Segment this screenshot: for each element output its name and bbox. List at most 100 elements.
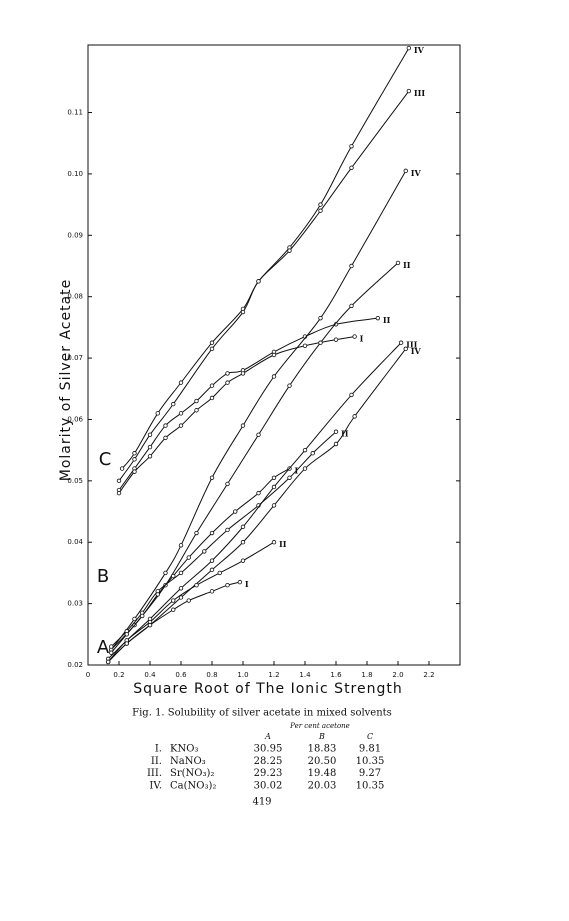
point <box>132 451 137 456</box>
point <box>132 469 137 474</box>
point <box>178 595 184 600</box>
point <box>116 490 122 496</box>
point <box>352 414 357 419</box>
y-tick-label: 0.10 <box>67 170 83 178</box>
point <box>240 524 246 530</box>
point <box>178 543 184 548</box>
curve-label: I <box>295 466 299 476</box>
point <box>333 429 339 434</box>
point <box>163 570 168 576</box>
point <box>318 202 323 207</box>
y-tick-label: 0.03 <box>67 600 83 608</box>
point <box>155 411 160 416</box>
table-cell: 9.81 <box>359 744 381 755</box>
point <box>318 208 323 213</box>
point <box>209 383 215 388</box>
point <box>178 380 184 385</box>
x-tick-label: 0 <box>86 671 90 679</box>
point <box>271 475 277 480</box>
table-cell: 9.27 <box>359 768 381 779</box>
curve-label: II <box>341 429 349 439</box>
curve <box>107 541 275 663</box>
point <box>349 165 354 170</box>
y-tick-label: 0.11 <box>67 109 83 117</box>
point <box>287 248 292 253</box>
point <box>403 168 408 174</box>
point <box>202 549 207 554</box>
point <box>349 263 354 269</box>
curve-label: II <box>403 260 411 270</box>
point <box>256 279 261 284</box>
point <box>349 144 354 149</box>
point <box>132 457 137 462</box>
curve-label: IV <box>414 45 425 55</box>
row-salt: NaNO₃ <box>170 756 206 767</box>
row-numeral: II. <box>151 756 162 767</box>
point <box>225 527 230 533</box>
point <box>240 371 246 376</box>
point <box>171 598 176 603</box>
curve <box>118 317 378 491</box>
y-tick-label: 0.05 <box>67 477 83 485</box>
point <box>287 475 292 480</box>
row-numeral: III. <box>147 768 162 779</box>
curve-label: III <box>414 88 425 98</box>
point <box>194 582 199 588</box>
point <box>178 570 184 576</box>
curve <box>121 47 410 469</box>
point <box>349 303 354 309</box>
point <box>163 435 168 441</box>
table-cell: 10.35 <box>356 756 385 767</box>
point <box>233 509 238 514</box>
point <box>302 466 308 471</box>
y-tick-label: 0.04 <box>67 538 83 546</box>
y-tick-label: 0.06 <box>67 415 83 423</box>
curve <box>110 468 290 654</box>
curve <box>107 342 402 660</box>
table-cell: 30.02 <box>254 780 283 791</box>
point <box>310 451 315 456</box>
point <box>375 315 381 321</box>
x-tick-label: 1.0 <box>237 671 248 679</box>
point <box>406 88 412 94</box>
point <box>140 613 145 619</box>
point <box>147 444 153 450</box>
point <box>171 573 176 579</box>
point <box>147 454 153 459</box>
table: A B C I. KNO₃ 30.95 18.83 9.81 II. NaNO₃ 28.25 20.5… <box>147 732 384 791</box>
group-label: A <box>97 637 110 658</box>
point <box>147 432 153 438</box>
row-numeral: IV. <box>149 780 162 791</box>
curve-label: I <box>245 579 249 589</box>
x-tick-label: 1.6 <box>330 671 342 679</box>
point <box>225 481 230 487</box>
group-label: B <box>97 566 109 587</box>
point <box>194 530 199 536</box>
point <box>217 570 222 576</box>
point <box>225 380 230 385</box>
point <box>171 401 176 407</box>
table-super-header: Per cent acetone <box>289 722 350 730</box>
point <box>209 346 215 352</box>
point <box>302 343 308 348</box>
point <box>155 592 160 597</box>
point <box>178 586 184 591</box>
curve <box>110 262 399 650</box>
curve-label: III <box>406 340 417 350</box>
x-tick-label: 2.2 <box>423 671 434 679</box>
curve <box>110 431 337 647</box>
table-cell: 30.95 <box>254 744 283 755</box>
point <box>398 340 404 345</box>
point <box>318 340 323 345</box>
x-axis-label: Square Root of The Ionic Strength <box>133 681 403 697</box>
y-tick-label: 0.09 <box>67 231 83 239</box>
point <box>194 398 199 404</box>
point <box>240 423 246 428</box>
point <box>105 659 111 665</box>
y-tick-label: 0.07 <box>67 354 83 362</box>
point <box>116 478 122 484</box>
point <box>225 582 230 588</box>
x-tick-label: 1.8 <box>361 671 372 679</box>
point <box>333 322 339 327</box>
